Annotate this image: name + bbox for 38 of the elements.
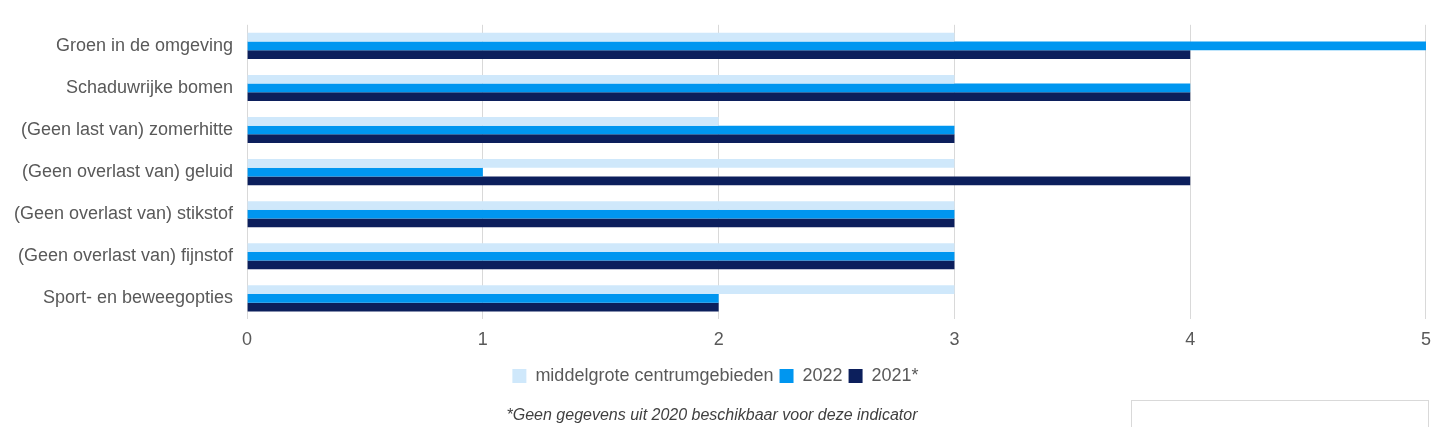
x-tick-label: 5 [1420,329,1431,350]
bar [247,201,955,210]
bar [247,176,1191,186]
bar [247,116,719,126]
y-tick-label: (Geen overlast van) geluid [21,161,234,182]
x-tick-label: 0 [242,329,253,350]
bar [247,41,1426,51]
bar [247,159,955,168]
x-tick-label: 3 [949,329,960,350]
bar [247,251,955,261]
legend-label: 2022 [802,364,843,385]
y-tick-label: Schaduwrijke bomen [65,76,234,97]
y-tick-label: (Geen last van) zomerhitte [20,118,234,139]
bar [247,285,955,295]
x-tick-label: 2 [713,329,724,350]
bar [247,92,1191,101]
y-tick-label: (Geen overlast van) fijnstof [17,245,235,266]
bar [247,134,955,144]
bar [247,294,719,303]
bar [247,209,955,219]
bar [247,32,955,42]
bar [247,167,483,177]
y-tick-label: Groen in de omgeving [55,34,234,55]
bar [247,302,719,312]
y-tick-label: (Geen overlast van) stikstof [13,203,235,224]
legend-label: 2021* [871,364,919,385]
bar [247,243,955,252]
bar [247,218,955,228]
bar [247,83,1191,93]
bar [247,74,955,84]
legend-label: middelgrote centrumgebieden [535,364,774,385]
x-tick-label: 4 [1185,329,1196,350]
bar [247,50,1191,59]
bar [247,260,955,270]
text: *Geen gegevens uit 2020 beschikbaar voor deze indicator [506,406,919,424]
x-tick-label: 1 [477,329,488,350]
bar [247,125,955,135]
y-tick-label: Sport- en beweegopties [42,287,234,308]
